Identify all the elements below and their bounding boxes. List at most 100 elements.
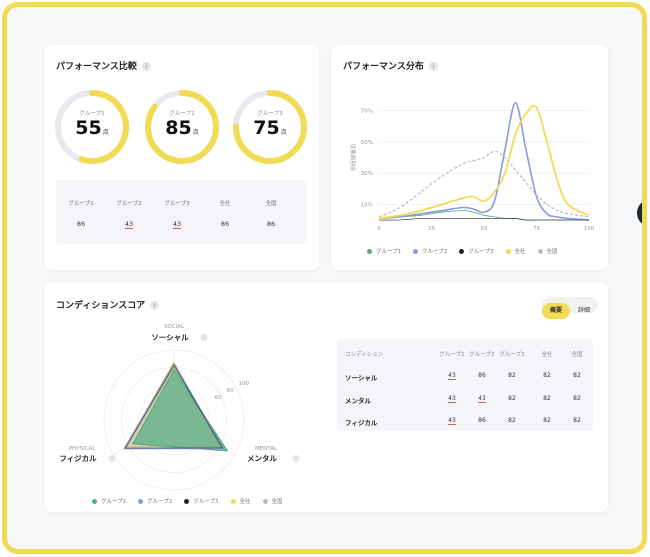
table-cell: 82 <box>573 395 581 402</box>
table-cell: 82 <box>573 372 581 379</box>
radar-axis-label: メンタル <box>247 453 277 463</box>
y-tick-label: 10% <box>361 202 373 208</box>
y-tick-label: 30% <box>361 171 373 177</box>
legend-label: 全社 <box>514 249 526 255</box>
score-arc <box>55 90 129 164</box>
legend-item[interactable]: グループ2 <box>413 247 447 255</box>
ring-score: 85点 <box>165 117 199 139</box>
condition-tabs: 概要 詳細 <box>541 297 598 319</box>
performance-comparison-title: パフォーマンス比較 i <box>56 59 151 72</box>
info-icon[interactable] <box>108 455 116 462</box>
table-header: コンディション <box>345 352 384 358</box>
ring-svg <box>55 90 129 164</box>
radar-axis-en-label: MENTAL <box>255 446 278 452</box>
table-header: 全国 <box>571 352 583 358</box>
radar-axis-label: ソーシャル <box>151 333 189 342</box>
x-tick-label: 50 <box>481 226 488 232</box>
ring-score: 55点 <box>75 117 109 139</box>
summary-header: 全国 <box>265 201 277 207</box>
summary-header: グループ1 <box>68 201 94 207</box>
legend-dot-icon <box>537 249 543 254</box>
summary-value: 86 <box>266 220 276 228</box>
info-icon[interactable] <box>292 455 300 462</box>
summary-header: グループ3 <box>164 201 190 207</box>
summary-header: 全社 <box>219 201 231 207</box>
radar-area-2 <box>123 362 225 450</box>
ring-score: 75点 <box>253 117 287 139</box>
table-row-mental: メンタル <box>345 397 371 405</box>
legend-item[interactable]: 全社 <box>505 247 526 255</box>
table-cell: 82 <box>508 372 516 379</box>
score-arc <box>145 90 219 164</box>
side-panel-handle[interactable] <box>637 199 642 227</box>
legend-dot-icon <box>505 249 511 254</box>
ring-group-label: グループ1 <box>79 111 105 117</box>
info-icon[interactable]: i <box>141 62 151 71</box>
tab-detail[interactable]: 詳細 <box>577 307 590 314</box>
summary-value: 86 <box>76 220 86 228</box>
legend-dot-icon <box>459 249 465 254</box>
legend-label: グループ2 <box>422 249 448 255</box>
legend-label: 全国 <box>546 249 558 255</box>
table-cell: 82 <box>543 372 551 379</box>
condition-score-title: コンディションスコア i <box>56 298 160 311</box>
legend-dot-icon <box>138 499 144 504</box>
legend-item[interactable]: 全社 <box>230 497 251 505</box>
table-header: 全社 <box>541 352 553 358</box>
ring-group-label: グループ2 <box>169 111 195 117</box>
legend-item[interactable]: 全国 <box>262 497 283 505</box>
legend-item[interactable]: グループ3 <box>184 497 219 505</box>
table-cell: 86 <box>478 417 486 424</box>
legend-label: グループ1 <box>101 499 127 505</box>
x-tick-label: 0 <box>377 226 381 232</box>
legend-item[interactable]: グループ1 <box>92 497 126 505</box>
info-icon[interactable]: i <box>428 62 438 71</box>
info-icon[interactable]: i <box>150 301 160 310</box>
series-line-2 <box>378 102 590 221</box>
table-cell: 82 <box>508 417 516 424</box>
x-tick-label: 25 <box>428 226 435 232</box>
radar-axis-label: フィジカル <box>59 454 97 463</box>
legend-item[interactable]: グループ3 <box>459 247 494 255</box>
legend-item[interactable]: 全国 <box>537 247 558 255</box>
radar-area-3 <box>124 364 224 449</box>
radar-axis-en-label: SOCIAL <box>164 324 185 330</box>
comparison-summary-table: グループ1 グループ2 グループ3 全社 全国 86 43 43 86 86 <box>56 180 306 244</box>
legend-dot-icon <box>367 249 372 254</box>
table-cell: 43 <box>448 372 456 380</box>
tab-overview[interactable]: 概要 <box>541 303 570 319</box>
distribution-legend: グループ1 グループ2 グループ3 全社 全国 <box>367 247 570 255</box>
table-cell: 82 <box>543 395 551 402</box>
ring-group-label: グループ3 <box>257 111 283 117</box>
legend-item[interactable]: グループ1 <box>367 247 401 255</box>
legend-label: 全社 <box>239 499 251 505</box>
table-cell: 43 <box>448 395 456 403</box>
table-cell: 82 <box>573 417 581 424</box>
score-ring-group1: グループ1 55点 <box>54 89 130 165</box>
table-cell: 82 <box>508 395 516 402</box>
condition-table: コンディション グループ1 グループ2 グループ3 全社 全国 ソーシャル 43… <box>337 339 593 431</box>
score-ring-group2: グループ2 85点 <box>144 89 220 165</box>
score-ring-group3: グループ3 75点 <box>232 89 308 165</box>
ring-svg <box>233 90 307 164</box>
radar-axis-en-label: PHYSICAL <box>69 446 97 452</box>
summary-value: 43 <box>172 220 182 229</box>
info-icon[interactable] <box>200 334 208 341</box>
legend-dot-icon <box>184 499 190 504</box>
table-header: グループ2 <box>469 352 495 358</box>
table-row-physical: フィジカル <box>345 419 378 427</box>
legend-item[interactable]: グループ2 <box>138 497 172 505</box>
table-cell: 43 <box>448 417 456 425</box>
y-tick-label: 70% <box>361 109 373 115</box>
legend-label: 全国 <box>271 499 283 505</box>
summary-value: 43 <box>124 220 134 229</box>
table-cell: 86 <box>478 372 486 379</box>
performance-distribution-title: パフォーマンス分布 i <box>343 59 438 72</box>
legend-label: グループ3 <box>193 499 219 505</box>
radar-legend: グループ1 グループ2 グループ3 全社 全国 <box>92 497 295 505</box>
table-header: グループ1 <box>439 352 465 358</box>
legend-dot-icon <box>230 499 236 504</box>
